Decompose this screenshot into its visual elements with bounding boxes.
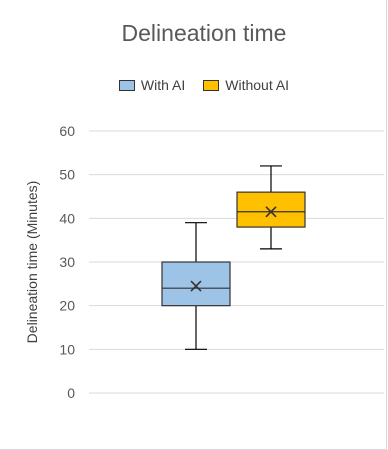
y-tick-label-60: 60 xyxy=(59,123,75,139)
legend-swatch-with-ai xyxy=(118,79,135,91)
y-tick-label-20: 20 xyxy=(59,298,75,314)
y-tick-label-50: 50 xyxy=(59,167,75,183)
mean-marker-with-ai xyxy=(190,280,202,292)
box-with-ai xyxy=(161,261,231,307)
chart-title: Delineation time xyxy=(121,20,287,46)
y-tick-label-0: 0 xyxy=(67,385,75,401)
y-tick-label-30: 30 xyxy=(59,254,75,270)
mean-marker-without-ai xyxy=(265,206,277,218)
legend-item-with-ai: With AI xyxy=(118,77,186,93)
y-tick-label-10: 10 xyxy=(59,341,75,357)
legend-item-without-ai: Without AI xyxy=(203,77,289,93)
y-tick-label-40: 40 xyxy=(59,210,75,226)
y-axis-title: Delineation time (Minutes) xyxy=(24,181,40,344)
legend-label-without-ai: Without AI xyxy=(225,77,290,93)
box-without-ai xyxy=(236,191,306,228)
legend-swatch-without-ai xyxy=(203,79,220,91)
legend-label-with-ai: With AI xyxy=(140,77,186,93)
legend: With AI Without AI xyxy=(0,77,388,93)
